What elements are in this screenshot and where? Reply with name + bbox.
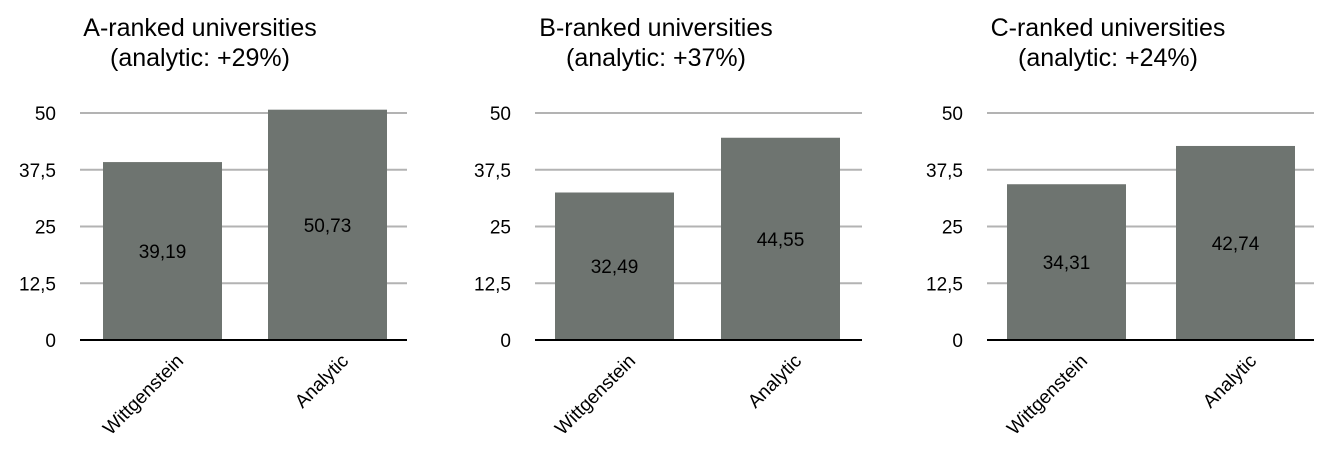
y-tick-label: 25 bbox=[35, 218, 56, 239]
bar-wittgenstein bbox=[103, 162, 222, 340]
bar-wittgenstein bbox=[555, 192, 674, 340]
y-tick-label: 12,5 bbox=[926, 274, 963, 295]
bar-wittgenstein bbox=[1007, 184, 1126, 340]
chart-title-line: (analytic: +29%) bbox=[110, 44, 290, 72]
chart-title-line: (analytic: +24%) bbox=[1018, 44, 1198, 72]
chart-panel-2: B-ranked universities(analytic: +37%) 0 12… bbox=[474, 14, 862, 439]
category-label: Wittgenstein bbox=[1003, 351, 1092, 440]
y-tick-label: 50 bbox=[35, 104, 56, 125]
y-tick-label: 37,5 bbox=[474, 161, 511, 182]
y-tick-label: 12,5 bbox=[19, 274, 56, 295]
data-label: 44,55 bbox=[757, 230, 805, 251]
chart-title-line: A-ranked universities bbox=[83, 14, 316, 42]
y-tick-label: 25 bbox=[942, 218, 963, 239]
y-tick-label: 0 bbox=[952, 331, 963, 352]
bar-analytic bbox=[268, 109, 387, 341]
chart-title-line: (analytic: +37%) bbox=[566, 44, 746, 72]
category-label: Analytic bbox=[1199, 351, 1261, 413]
data-label: 32,49 bbox=[591, 257, 639, 278]
y-tick-label: 50 bbox=[490, 104, 511, 125]
chart-panel-1: A-ranked universities(analytic: +29%) 0 12… bbox=[19, 14, 407, 439]
category-label: Wittgenstein bbox=[99, 351, 188, 440]
bar-analytic bbox=[1176, 145, 1295, 340]
data-label: 50,73 bbox=[304, 216, 352, 237]
chart-title-line: C-ranked universities bbox=[991, 14, 1226, 42]
chart-panel-3: C-ranked universities(analytic: +24%) 0 12… bbox=[926, 14, 1314, 439]
data-label: 34,31 bbox=[1043, 253, 1091, 274]
y-tick-label: 12,5 bbox=[474, 274, 511, 295]
y-tick-label: 0 bbox=[45, 331, 56, 352]
chart-title-line: B-ranked universities bbox=[539, 14, 772, 42]
category-label: Analytic bbox=[291, 351, 353, 413]
category-label: Analytic bbox=[744, 351, 806, 413]
category-label: Wittgenstein bbox=[551, 351, 640, 440]
data-label: 42,74 bbox=[1212, 234, 1260, 255]
y-tick-label: 50 bbox=[942, 104, 963, 125]
y-tick-label: 25 bbox=[490, 218, 511, 239]
y-tick-label: 0 bbox=[500, 331, 511, 352]
data-label: 39,19 bbox=[139, 242, 187, 263]
bar-analytic bbox=[721, 137, 840, 340]
y-tick-label: 37,5 bbox=[926, 161, 963, 182]
y-tick-label: 37,5 bbox=[19, 161, 56, 182]
